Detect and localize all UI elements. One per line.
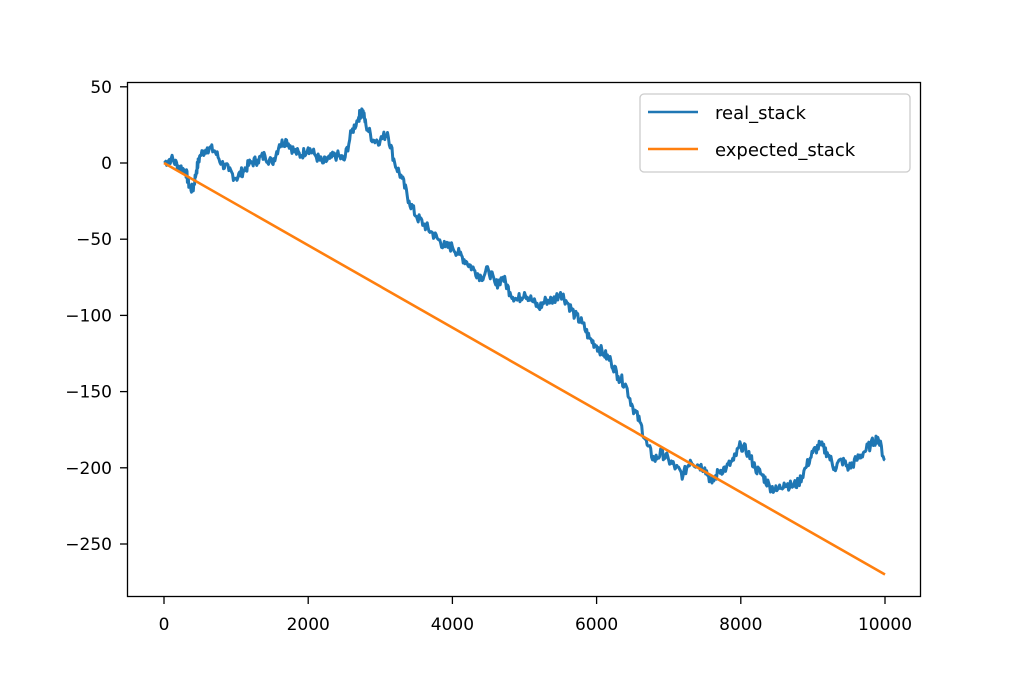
axes-frame <box>126 81 922 598</box>
y-tick-label: −200 <box>65 459 112 479</box>
y-tick-label: −100 <box>65 306 112 326</box>
legend-box <box>639 93 911 173</box>
legend: real_stack expected_stack <box>639 93 911 173</box>
y-axis: 50 0 −50 −100 −150 −200 −250 <box>65 78 128 555</box>
x-tick-label: 6000 <box>575 615 618 635</box>
series-real-stack <box>163 107 886 494</box>
y-tick-label: −250 <box>65 535 112 555</box>
y-tick-label: −50 <box>76 230 112 250</box>
y-tick-label: −150 <box>65 383 112 403</box>
x-tick-label: 10000 <box>858 615 912 635</box>
legend-label-expected-stack: expected_stack <box>715 140 856 161</box>
x-tick-label: 4000 <box>431 615 474 635</box>
series-expected-stack <box>163 161 886 576</box>
x-tick-label: 2000 <box>287 615 330 635</box>
x-axis: 0 2000 4000 6000 8000 10000 <box>159 597 912 635</box>
x-tick-label: 0 <box>159 615 170 635</box>
x-tick-label: 8000 <box>719 615 762 635</box>
series-layer <box>163 107 886 576</box>
legend-label-real-stack: real_stack <box>715 103 806 124</box>
y-tick-label: 0 <box>101 154 112 174</box>
y-tick-label: 50 <box>90 78 112 98</box>
plot-area <box>126 81 922 598</box>
